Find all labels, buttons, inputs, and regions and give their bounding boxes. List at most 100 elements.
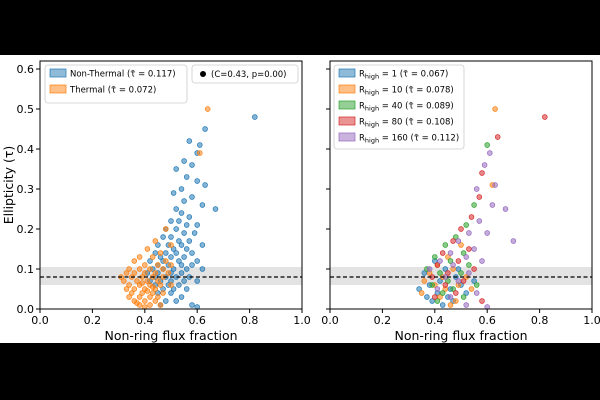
scatter-point: [463, 254, 469, 260]
series-non-thermal: [144, 114, 258, 310]
scatter-point: [136, 254, 143, 260]
scatter-point: [168, 234, 174, 240]
scatter-point: [163, 250, 169, 256]
scatter-point: [168, 254, 174, 260]
scatter-point: [468, 286, 475, 292]
scatter-point: [126, 266, 132, 272]
scatter-point: [126, 294, 132, 300]
scatter-point: [487, 150, 493, 156]
scatter-point: [458, 242, 464, 248]
scatter-point: [131, 258, 138, 264]
scatter-point: [197, 150, 203, 156]
right-legend: Rhigh = 1 (τ̄ = 0.067) Rhigh = 10 (τ̄ = 0…: [333, 64, 465, 150]
series-thermal: [118, 106, 211, 310]
scatter-point: [473, 186, 480, 192]
scatter-point: [437, 270, 443, 276]
scatter-point: [157, 302, 164, 308]
scatter-point: [473, 290, 480, 296]
scatter-point: [155, 242, 161, 248]
y-tick-label: 0.1: [17, 263, 35, 276]
scatter-point: [439, 250, 446, 256]
scatter-point: [128, 290, 135, 296]
scatter-point: [173, 166, 179, 172]
scatter-point: [484, 142, 490, 148]
scatter-point: [463, 290, 469, 296]
scatter-point: [147, 302, 153, 308]
scatter-point: [176, 258, 182, 264]
scatter-point: [144, 278, 151, 284]
scatter-point: [460, 250, 467, 256]
x-tick-label: 0.6: [478, 314, 496, 327]
series-rhigh-40: [424, 142, 490, 304]
scatter-point: [494, 134, 501, 140]
scatter-point: [429, 282, 435, 288]
figure-canvas: 0.0 0.2 0.4 0.6 0.8 1.0 0.0 0.1 0.2 0.3 0.4 0.5 0.6…: [0, 55, 600, 343]
scatter-point: [131, 286, 138, 292]
scatter-point: [453, 290, 459, 296]
scatter-point: [194, 278, 200, 284]
scatter-point: [144, 288, 151, 294]
scatter-point: [447, 258, 454, 264]
scatter-point: [455, 258, 462, 264]
scatter-point: [194, 258, 200, 264]
scatter-point: [183, 222, 190, 228]
scatter-point: [479, 170, 485, 176]
scatter-point: [181, 254, 187, 260]
scatter-point: [426, 266, 433, 272]
scatter-point: [168, 242, 174, 248]
legend-swatch-rhigh: [338, 84, 356, 94]
scatter-point: [502, 206, 509, 212]
scatter-point: [170, 190, 177, 196]
scatter-point: [432, 254, 438, 260]
scatter-point: [168, 282, 174, 288]
y-tick-label: 0.5: [17, 103, 35, 116]
scatter-point: [181, 278, 187, 284]
scatter-point: [421, 278, 428, 284]
correlation-label: (C=0.43, p=0.00): [211, 70, 286, 80]
scatter-point: [212, 206, 219, 212]
figure-svg: 0.0 0.2 0.4 0.6 0.8 1.0 0.0 0.1 0.2 0.3 0.4 0.5 0.6…: [1, 60, 600, 343]
scatter-point: [189, 262, 195, 268]
scatter-point: [466, 270, 472, 276]
series-rhigh-160: [426, 150, 517, 310]
scatter-point: [160, 266, 166, 272]
scatter-point: [189, 250, 195, 256]
legend-label-rhigh: Rhigh = 10 (τ̄ = 0.078): [359, 86, 454, 97]
x-tick-label: 0.0: [321, 314, 339, 327]
scatter-point: [142, 298, 148, 304]
right-reference-band: [330, 267, 592, 285]
scatter-point: [481, 162, 488, 168]
scatter-point: [183, 266, 190, 272]
legend-swatch-rhigh: [338, 116, 356, 126]
scatter-point: [492, 182, 498, 188]
scatter-point: [157, 250, 164, 256]
x-tick-label: 0.4: [426, 314, 444, 327]
scatter-point: [463, 222, 469, 228]
x-tick-label: 0.8: [241, 314, 259, 327]
right-x-axis-label: Non-ring flux fraction: [394, 328, 527, 343]
scatter-point: [447, 294, 454, 300]
scatter-point: [165, 270, 172, 276]
scatter-point: [447, 250, 454, 256]
scatter-point: [178, 186, 185, 192]
left-points-layer: [118, 106, 258, 310]
scatter-point: [460, 294, 467, 300]
scatter-point: [149, 254, 156, 260]
scatter-point: [191, 230, 198, 236]
scatter-point: [471, 202, 477, 208]
scatter-point: [155, 278, 161, 284]
scatter-point: [178, 242, 185, 248]
scatter-point: [136, 294, 143, 300]
legend-swatch-rhigh: [338, 68, 356, 78]
scatter-point: [121, 278, 127, 284]
x-tick-label: 1.0: [583, 314, 600, 327]
scatter-point: [155, 294, 161, 300]
scatter-point: [123, 270, 130, 276]
scatter-point: [455, 278, 462, 284]
scatter-point: [155, 262, 161, 268]
scatter-point: [199, 242, 206, 248]
scatter-point: [442, 282, 449, 288]
scatter-point: [455, 238, 462, 244]
left-reference-band: [40, 267, 302, 285]
scatter-point: [202, 126, 208, 132]
